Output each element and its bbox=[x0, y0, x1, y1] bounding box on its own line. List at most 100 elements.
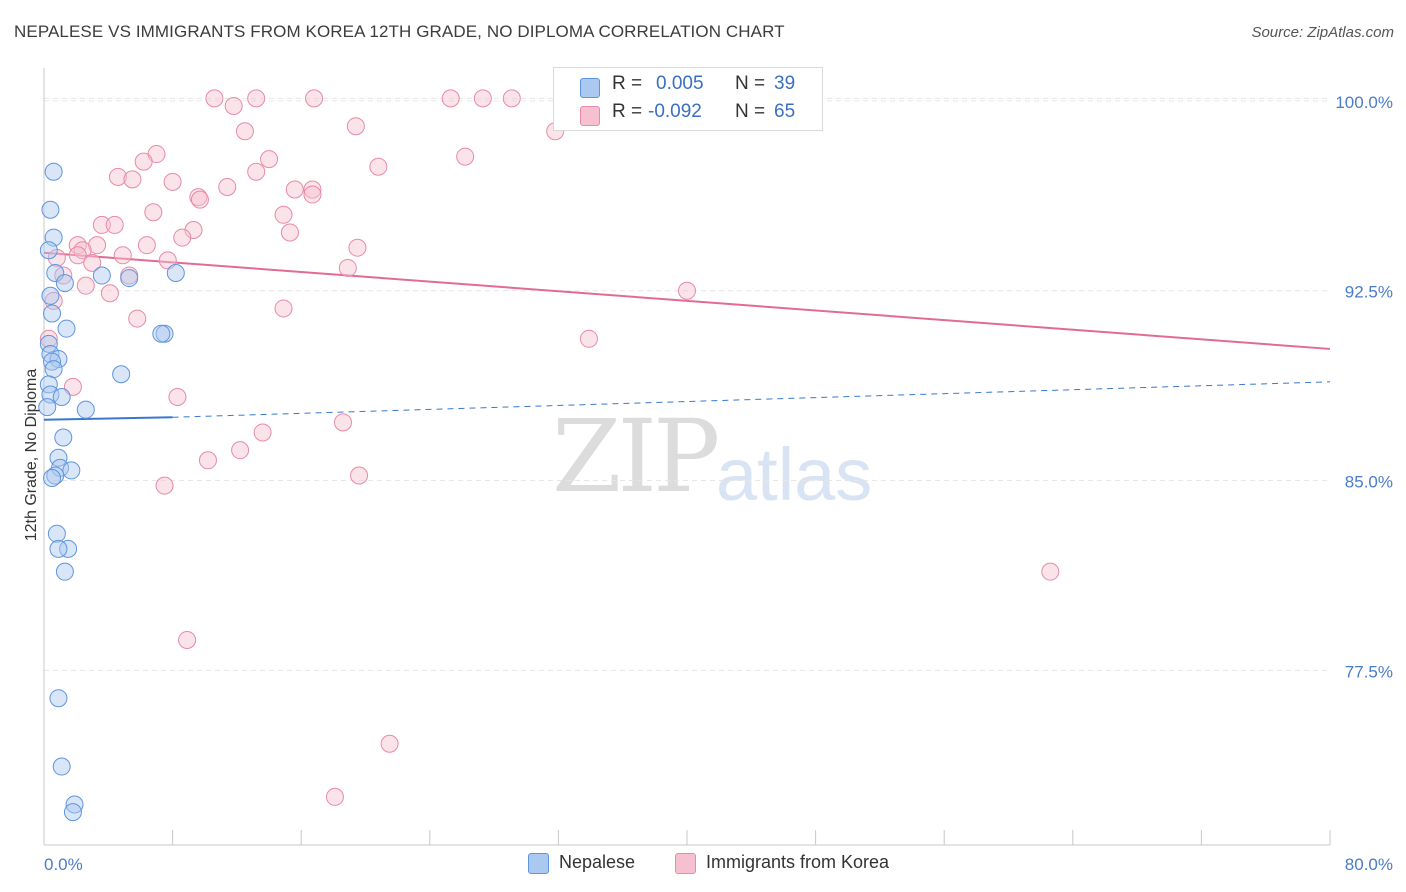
korea-legend-swatch bbox=[675, 853, 696, 874]
korea-point bbox=[274, 205, 293, 224]
korea-point bbox=[123, 170, 142, 189]
korea-legend-label: Immigrants from Korea bbox=[706, 852, 890, 872]
korea-point bbox=[350, 466, 369, 485]
korea-point bbox=[137, 236, 156, 255]
nepalese-point bbox=[166, 264, 185, 283]
korea-point bbox=[155, 476, 174, 495]
legend-n-value: 65 bbox=[774, 101, 796, 122]
nepalese-point bbox=[38, 398, 57, 417]
nepalese-point bbox=[41, 286, 60, 305]
nepalese-point bbox=[112, 365, 131, 384]
korea-point bbox=[224, 96, 243, 115]
trend-layer bbox=[43, 251, 1331, 421]
korea-point bbox=[235, 122, 254, 141]
korea-point bbox=[108, 167, 127, 186]
nepalese-point bbox=[46, 264, 65, 283]
y-tick-label: 85.0% bbox=[1345, 473, 1393, 492]
x-tick-label: 0.0% bbox=[44, 855, 83, 874]
korea-point bbox=[198, 451, 217, 470]
nepalese-point bbox=[92, 266, 111, 285]
korea-point bbox=[303, 185, 322, 204]
nepalese-point bbox=[59, 539, 78, 558]
y-tick-label: 92.5% bbox=[1345, 283, 1393, 302]
korea-point bbox=[39, 329, 58, 348]
korea-trend-line bbox=[43, 251, 1331, 350]
korea-point bbox=[218, 177, 237, 196]
nepalese-trend-line bbox=[43, 416, 173, 421]
nepalese-point bbox=[43, 469, 62, 488]
korea-point bbox=[63, 377, 82, 396]
korea-point bbox=[333, 413, 352, 432]
nepalese-legend-swatch bbox=[528, 853, 549, 874]
korea-point bbox=[369, 157, 388, 176]
korea-point bbox=[247, 89, 266, 108]
nepalese-legend-label: Nepalese bbox=[559, 852, 636, 872]
legend-n-label: N = bbox=[735, 101, 766, 122]
nepalese-point bbox=[62, 461, 81, 480]
axis-layer: 100.0% 92.5% 85.0% 77.5% 0.0% 80.0% bbox=[43, 68, 1393, 874]
legend-r-value: -0.092 bbox=[648, 101, 702, 122]
korea-point bbox=[338, 258, 357, 277]
nepalese-point bbox=[52, 757, 71, 776]
korea-point bbox=[158, 251, 177, 270]
korea-point bbox=[134, 152, 153, 171]
korea-point bbox=[190, 190, 209, 209]
source-label: Source: ZipAtlas.com bbox=[1251, 24, 1394, 41]
nepalese-trend-line-dashed bbox=[172, 381, 1331, 418]
korea-point bbox=[346, 117, 365, 136]
nepalese-point bbox=[57, 319, 76, 338]
nepalese-point bbox=[76, 400, 95, 419]
nepalese-point bbox=[63, 803, 82, 822]
watermark-atlas: atlas bbox=[716, 433, 873, 516]
korea-point bbox=[380, 734, 399, 753]
korea-point bbox=[274, 299, 293, 318]
point-layer bbox=[38, 89, 1060, 822]
korea-point bbox=[83, 253, 102, 272]
y-axis-label: 12th Grade, No Diploma bbox=[23, 369, 40, 542]
x-tick-label: 80.0% bbox=[1345, 855, 1393, 874]
korea-point bbox=[280, 223, 299, 242]
nepalese-point bbox=[44, 162, 63, 181]
grid-layer bbox=[44, 97, 1330, 671]
korea-point bbox=[247, 162, 266, 181]
nepalese-point bbox=[49, 539, 68, 558]
korea-point bbox=[502, 89, 521, 108]
korea-point bbox=[168, 388, 187, 407]
nepalese-point bbox=[54, 428, 73, 447]
korea-point bbox=[303, 180, 322, 199]
korea-swatch bbox=[580, 106, 600, 126]
korea-point bbox=[205, 89, 224, 108]
korea-point bbox=[285, 180, 304, 199]
korea-point bbox=[113, 246, 132, 265]
korea-point bbox=[473, 89, 492, 108]
legend-r-value: 0.005 bbox=[656, 73, 704, 94]
korea-point bbox=[88, 236, 107, 255]
nepalese-swatch bbox=[580, 78, 600, 98]
nepalese-point bbox=[44, 360, 63, 379]
correlation-legend: R = 0.005 N = 39 R = -0.092 N = 65 bbox=[553, 67, 823, 131]
korea-point bbox=[260, 150, 279, 169]
nepalese-point bbox=[43, 304, 62, 323]
nepalese-point bbox=[41, 200, 60, 219]
nepalese-point bbox=[152, 324, 171, 343]
legend-r-label: R = bbox=[612, 101, 643, 122]
korea-point bbox=[92, 215, 111, 234]
korea-point bbox=[144, 203, 163, 222]
korea-point bbox=[253, 423, 272, 442]
korea-point bbox=[678, 281, 696, 300]
legend-row-korea: R = -0.092 N = 65 bbox=[554, 101, 822, 129]
nepalese-point bbox=[43, 352, 62, 371]
legend-row-nepalese: R = 0.005 N = 39 bbox=[554, 73, 822, 101]
korea-point bbox=[105, 215, 124, 234]
korea-point bbox=[68, 246, 87, 265]
korea-point bbox=[173, 228, 192, 247]
korea-point bbox=[163, 172, 182, 191]
korea-point bbox=[178, 630, 197, 649]
korea-point bbox=[73, 241, 92, 260]
chart-title: NEPALESE VS IMMIGRANTS FROM KOREA 12TH G… bbox=[14, 22, 785, 41]
nepalese-point bbox=[47, 524, 66, 543]
korea-point bbox=[68, 236, 87, 255]
watermark-zip: ZIP bbox=[552, 398, 720, 515]
nepalese-point bbox=[39, 241, 58, 260]
